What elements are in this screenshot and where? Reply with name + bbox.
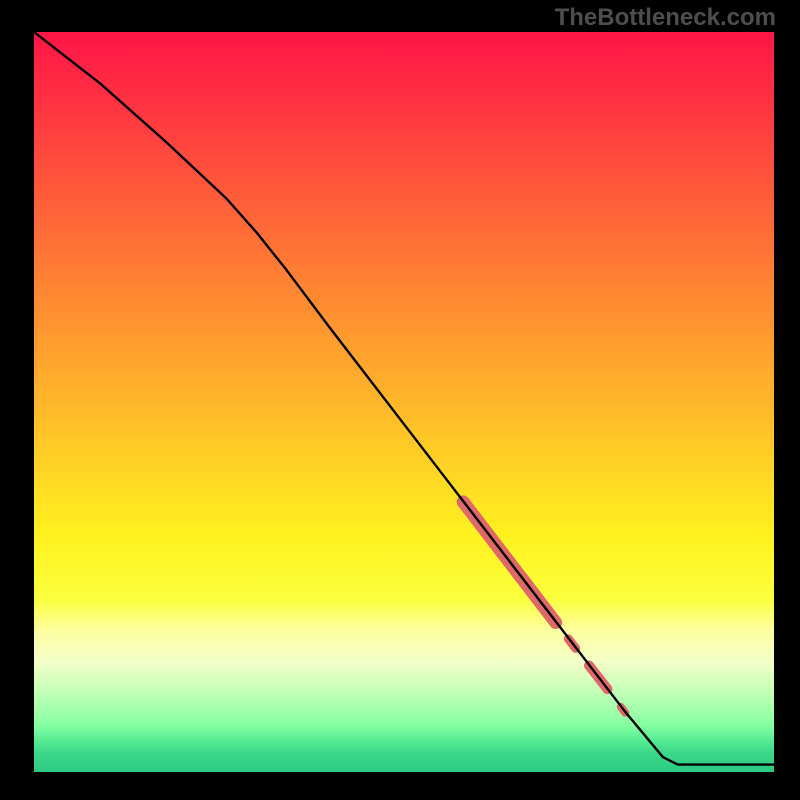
- bottleneck-curve: [34, 32, 774, 765]
- figure-root: { "canvas": { "width": 800, "height": 80…: [0, 0, 800, 800]
- chart-overlay: [34, 32, 774, 772]
- watermark-text: TheBottleneck.com: [555, 4, 776, 32]
- plot-area: [34, 32, 774, 772]
